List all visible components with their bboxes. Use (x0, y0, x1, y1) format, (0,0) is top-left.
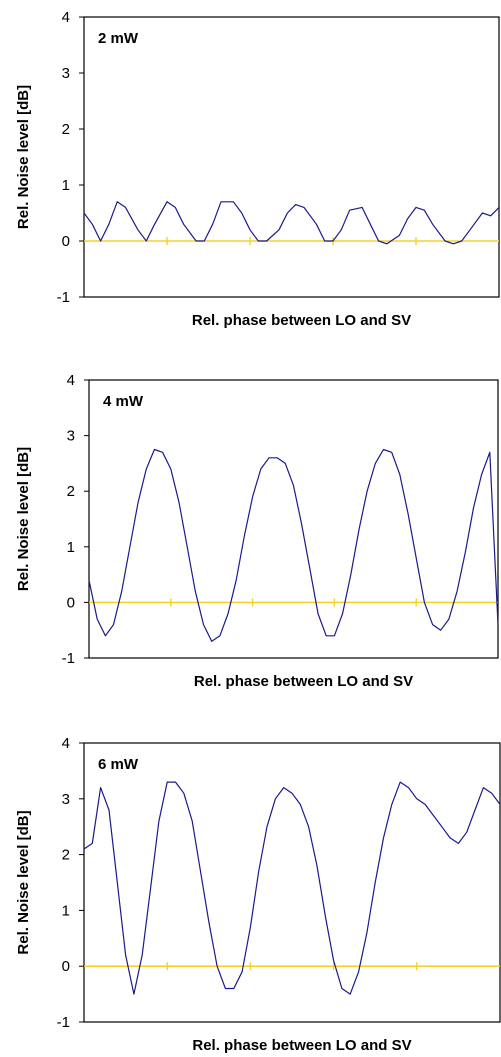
chart-1-ytick-label: 0 (67, 594, 75, 611)
chart-0-ytick-label: 3 (62, 65, 70, 82)
chart-0-y-axis-label: Rel. Noise level [dB] (15, 85, 32, 229)
chart-2-ytick-label: -1 (57, 1014, 70, 1031)
chart-0-ytick-label: 0 (62, 233, 70, 250)
chart-1-y-axis-label: Rel. Noise level [dB] (15, 447, 32, 591)
chart-0-series-line (83, 201, 500, 245)
chart-0-ytick-label: 2 (62, 121, 70, 138)
chart-0-x-axis-label: Rel. phase between LO and SV (192, 312, 411, 329)
chart-2-series-line (83, 781, 501, 995)
chart-0-ytick-label: 4 (62, 9, 70, 26)
chart-1-panel-label: 4 mW (103, 393, 144, 410)
chart-1-series-line (88, 448, 499, 642)
chart-2-ytick-label: 0 (62, 958, 70, 975)
chart-1-ytick-label: -1 (62, 650, 75, 667)
chart-1-x-axis-label: Rel. phase between LO and SV (194, 673, 413, 690)
chart-1-plot-frame (88, 379, 499, 659)
chart-panel-4mw: -1 0 1 2 3 4 4 mW Rel. phase between LO and SV R… (15, 372, 499, 690)
chart-2-x-axis-label: Rel. phase between LO and SV (192, 1037, 411, 1054)
chart-1-ytick-label: 2 (67, 483, 75, 500)
chart-2-ytick-label: 1 (62, 902, 70, 919)
chart-0-panel-label: 2 mW (98, 30, 139, 47)
chart-2-ytick-label: 4 (62, 735, 70, 752)
chart-panel-2mw: -1 0 1 2 3 4 2 mW Rel. phase between LO and SV R… (15, 9, 500, 329)
chart-0-plot-frame (83, 16, 500, 298)
chart-2-panel-label: 6 mW (98, 756, 139, 773)
chart-1-ytick-label: 3 (67, 428, 75, 445)
chart-2-ytick-label: 3 (62, 791, 70, 808)
chart-2-plot-frame (83, 742, 501, 1023)
chart-2-y-axis-label: Rel. Noise level [dB] (15, 810, 32, 954)
chart-panel-6mw: -1 0 1 2 3 4 6 mW Rel. phase between LO and SV R… (15, 735, 501, 1054)
chart-2-ytick-label: 2 (62, 847, 70, 864)
chart-1-ytick-label: 1 (67, 539, 75, 556)
chart-0-ytick-label: 1 (62, 177, 70, 194)
chart-1-ytick-label: 4 (67, 372, 75, 389)
chart-0-ytick-label: -1 (57, 289, 70, 306)
